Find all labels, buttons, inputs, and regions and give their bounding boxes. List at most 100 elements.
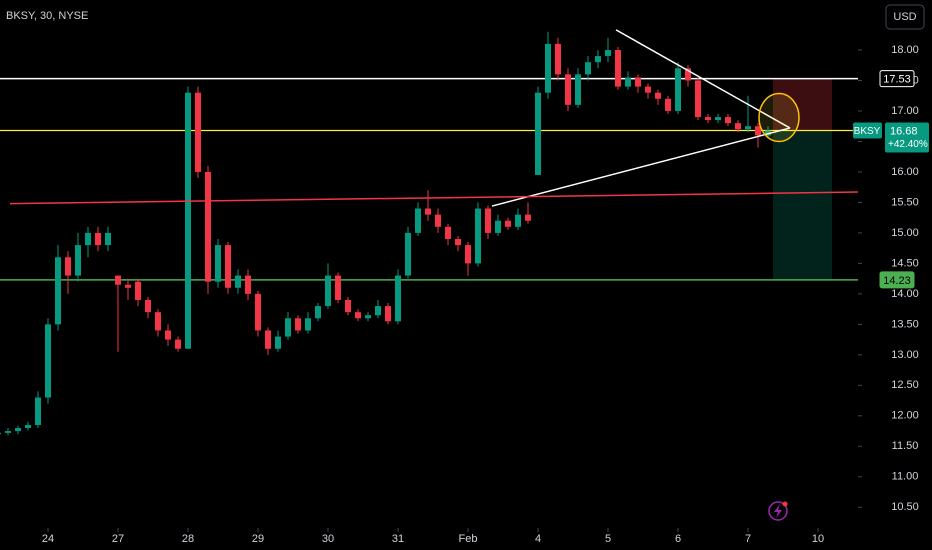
y-tick-label: 11.50 xyxy=(892,440,919,452)
level-tag xyxy=(879,70,915,88)
chart-title: BKSY, 30, NYSE xyxy=(6,10,88,22)
candle-body xyxy=(745,126,751,130)
candle-body xyxy=(535,92,541,175)
candle-body xyxy=(555,43,561,75)
x-tick-label: 24 xyxy=(42,533,54,545)
currency-button[interactable] xyxy=(885,4,925,30)
candle-body xyxy=(215,245,221,282)
candle-body xyxy=(125,284,131,288)
candle-body xyxy=(185,92,191,349)
candle-body xyxy=(315,306,321,319)
x-tick-label: 10 xyxy=(812,533,824,545)
candle-body xyxy=(305,318,311,331)
candle-body xyxy=(0,432,1,435)
x-tick-label: Feb xyxy=(459,533,478,545)
candle-body xyxy=(705,117,711,121)
candle-body xyxy=(5,431,11,433)
candle-body xyxy=(135,281,141,300)
alert-icon[interactable] xyxy=(768,501,788,521)
change-label: +42.40% xyxy=(888,139,928,150)
currency-label[interactable]: USD xyxy=(893,11,916,23)
trendline xyxy=(9,191,859,205)
candle-body xyxy=(395,275,401,322)
candle-body xyxy=(465,245,471,264)
trendline xyxy=(615,29,791,129)
y-tick-label: 12.00 xyxy=(891,410,919,422)
candle-body xyxy=(225,245,231,288)
candle-body xyxy=(35,397,41,425)
candle-body xyxy=(275,336,281,349)
x-tick-label: 5 xyxy=(605,533,611,545)
candle-body xyxy=(455,239,461,246)
last-price-tag xyxy=(885,122,929,153)
y-tick-label: 16.00 xyxy=(891,166,919,178)
y-tick-label: 17.00 xyxy=(891,105,919,117)
y-tick-label: 14.00 xyxy=(891,288,919,300)
x-tick-label: 4 xyxy=(535,533,541,545)
level-tag xyxy=(879,271,915,289)
candle-body xyxy=(735,123,741,130)
x-tick-label: 29 xyxy=(252,533,264,545)
candle-body xyxy=(585,62,591,75)
y-tick-label: 11.00 xyxy=(892,471,919,483)
candle-body xyxy=(605,49,611,57)
candle-body xyxy=(325,275,331,307)
candle-body xyxy=(105,232,111,246)
candle-body xyxy=(695,80,701,118)
candle-body xyxy=(615,49,621,87)
target-zone xyxy=(773,130,832,280)
candle-body xyxy=(655,92,661,99)
candle-body xyxy=(755,126,761,136)
candle-body xyxy=(485,208,491,233)
x-tick-label: 6 xyxy=(675,533,681,545)
last-price-label: 16.68 xyxy=(890,125,918,137)
candle-body xyxy=(415,208,421,233)
candle-body xyxy=(25,424,31,429)
y-tick-label: 13.50 xyxy=(891,318,919,330)
candle-body xyxy=(95,232,101,246)
candle-body xyxy=(435,214,441,227)
candle-body xyxy=(195,92,201,172)
candle-body xyxy=(235,275,241,288)
trendline xyxy=(491,127,791,207)
candle-body xyxy=(285,318,291,337)
alert-dot xyxy=(782,501,788,507)
candle-body xyxy=(255,293,261,331)
candle-body xyxy=(175,339,181,349)
candle-body xyxy=(355,312,361,319)
candle-body xyxy=(75,245,81,276)
candle-body xyxy=(665,98,671,111)
x-tick-label: 7 xyxy=(745,533,751,545)
candle-body xyxy=(475,208,481,264)
y-tick-label: 15.50 xyxy=(891,196,919,208)
candle-body xyxy=(365,315,371,319)
candle-body xyxy=(565,74,571,105)
candle-body xyxy=(425,208,431,215)
y-tick-label: 13.00 xyxy=(891,349,919,361)
y-tick-label: 12.50 xyxy=(891,379,919,391)
candle-body xyxy=(115,275,121,285)
candle-body xyxy=(575,74,581,105)
plot-area xyxy=(0,29,859,436)
candle-body xyxy=(265,330,271,349)
candle-body xyxy=(445,226,451,240)
candle-body xyxy=(145,299,151,313)
symbol-tag-label: BKSY xyxy=(854,126,881,137)
candle-body xyxy=(55,257,61,325)
candle-body xyxy=(385,306,391,322)
highlight-circle xyxy=(758,92,800,143)
candle-body xyxy=(715,117,721,121)
candle-body xyxy=(405,232,411,276)
candle-body xyxy=(15,428,21,432)
candle-body xyxy=(505,220,511,227)
candle-body xyxy=(595,56,601,63)
y-tick-label: 10.50 xyxy=(891,501,919,513)
candle-body xyxy=(65,257,71,276)
candle-body xyxy=(295,318,301,331)
candle-body xyxy=(525,214,531,221)
candle-body xyxy=(85,232,91,246)
x-tick-label: 31 xyxy=(392,533,404,545)
candle-body xyxy=(635,77,641,87)
